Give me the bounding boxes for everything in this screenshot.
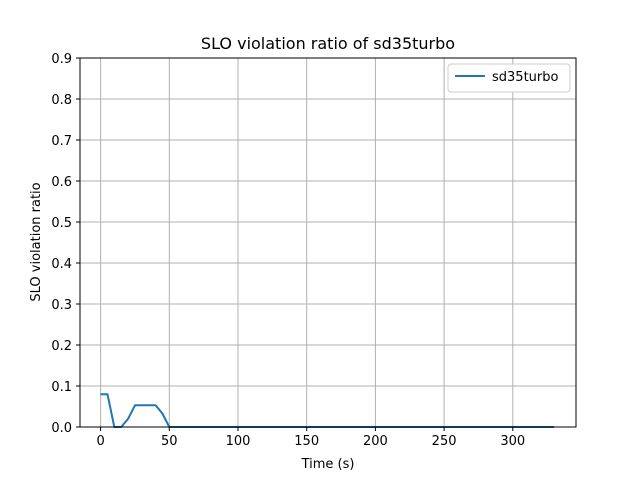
y-tick-label: 0.7: [51, 134, 72, 149]
y-tick-label: 0.4: [51, 257, 72, 272]
y-tick-label: 0.5: [51, 216, 72, 231]
y-axis-label: SLO violation ratio: [29, 182, 44, 301]
x-tick-label: 200: [363, 434, 388, 449]
x-tick-label: 150: [294, 434, 319, 449]
plot-frame: [79, 57, 577, 428]
legend-label: sd35turbo: [492, 70, 559, 85]
y-axis: 0.0 0.1 0.2 0.3 0.4 0.5 0.6 0.7 0.8 0.9: [51, 52, 80, 436]
x-tick-label: 100: [226, 434, 251, 449]
y-tick-label: 0.2: [51, 339, 72, 354]
y-tick-label: 0.3: [51, 298, 72, 313]
y-tick-label: 0.6: [51, 175, 72, 190]
x-tick-label: 300: [500, 434, 525, 449]
y-tick-label: 0.9: [51, 52, 72, 67]
x-tick-label: 250: [432, 434, 457, 449]
y-tick-label: 0.1: [51, 380, 72, 395]
legend-box: [447, 63, 571, 93]
x-tick-label: 0: [96, 434, 104, 449]
y-tick-label: 0.8: [51, 93, 72, 108]
chart-title: SLO violation ratio of sd35turbo: [201, 34, 455, 53]
x-axis: 0 50 100 150 200 250 300: [96, 427, 525, 449]
y-tick-label: 0.0: [51, 421, 72, 436]
x-axis-label: Time (s): [301, 457, 355, 472]
legend: sd35turbo: [447, 63, 571, 93]
x-tick-label: 50: [161, 434, 178, 449]
